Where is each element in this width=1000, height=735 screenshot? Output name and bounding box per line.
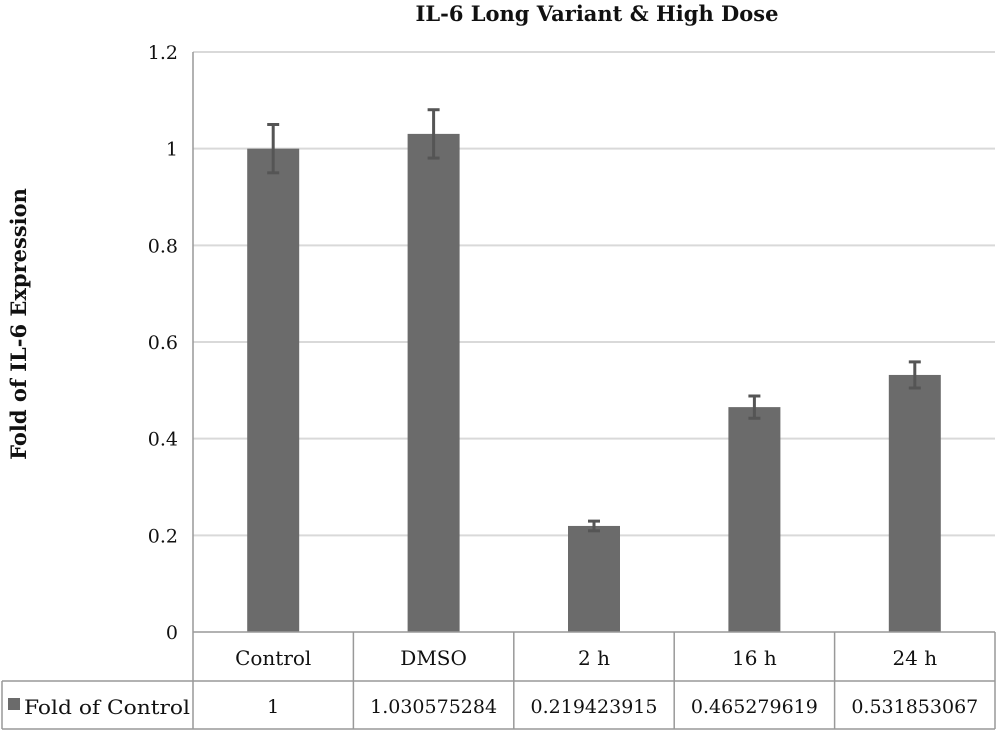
- error-bar: [267, 123, 280, 175]
- y-tick-label: 1.2: [148, 42, 178, 64]
- x-tick-label: 2 h: [578, 646, 610, 670]
- legend-swatch: [8, 698, 20, 710]
- gridlines: [193, 51, 995, 537]
- bar: [888, 374, 941, 632]
- y-tick-label: 1: [166, 139, 178, 161]
- y-tick-label: 0.2: [148, 525, 178, 547]
- error-bar: [908, 360, 921, 390]
- data-table: Control 1 DMSO 1.030575284 2 h 0.219423915 16 …: [1, 52, 996, 730]
- bar: [568, 525, 620, 632]
- bar: [247, 148, 300, 632]
- bars: [247, 133, 941, 632]
- error-bar: [427, 108, 440, 160]
- error-bar: [588, 519, 600, 533]
- y-axis-label: Fold of IL-6 Expression: [6, 188, 31, 460]
- x-tick-label: 24 h: [892, 646, 937, 670]
- data-table-value: 1.030575284: [370, 696, 497, 718]
- y-tick-label: 0.6: [148, 332, 178, 354]
- chart-title: IL-6 Long Variant & High Dose: [416, 1, 779, 26]
- data-table-value: 0.531853067: [851, 696, 978, 718]
- x-tick-label: 16 h: [732, 646, 777, 670]
- x-tick-label: DMSO: [400, 646, 467, 670]
- data-table-value: 1: [267, 696, 279, 718]
- error-bars: [267, 108, 921, 533]
- bar: [728, 407, 781, 632]
- bar: [407, 133, 460, 632]
- y-tick-label: 0.8: [148, 235, 178, 257]
- y-tick-label: 0: [166, 622, 178, 644]
- x-tick-label: Control: [235, 646, 311, 670]
- data-table-value: 0.465279619: [691, 696, 818, 718]
- y-axis-ticks: 0 0.2 0.4 0.6 0.8 1 1.2: [148, 42, 178, 644]
- y-tick-label: 0.4: [148, 429, 178, 451]
- data-table-value: 0.219423915: [531, 696, 658, 718]
- error-bar: [748, 394, 761, 420]
- legend-label: Fold of Control: [24, 695, 190, 719]
